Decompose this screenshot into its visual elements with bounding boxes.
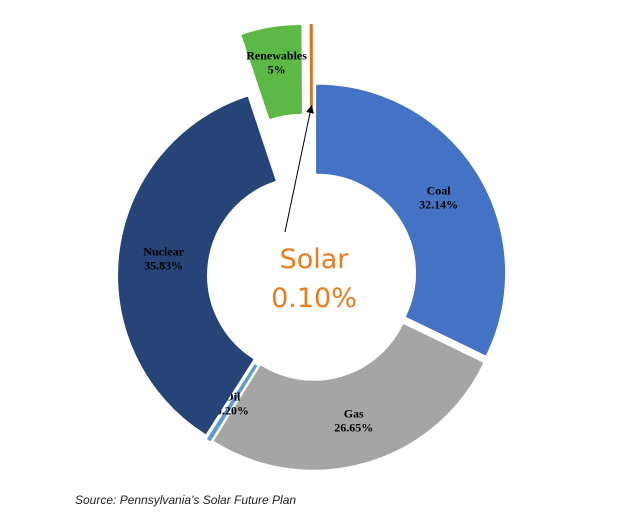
slice-label: Gas (344, 407, 364, 421)
slice-label: Nuclear (143, 245, 184, 259)
source: Source: Pennsylvania's Solar Future Plan (75, 493, 296, 507)
annotation-arrow (284, 105, 314, 233)
slice-value-label: 32.14% (419, 198, 458, 212)
slice-value-label: 26.65% (334, 421, 373, 435)
donut-slice (214, 324, 484, 470)
slice-value-label: 35.83% (144, 259, 183, 273)
donut-slice (309, 24, 313, 114)
donut-slice (241, 24, 302, 119)
donut-slice (316, 84, 506, 356)
donut-slice (207, 364, 258, 441)
slice-label: Coal (427, 184, 452, 198)
center-label: Solar (280, 244, 350, 275)
slice-value-label: 0.20% (216, 404, 249, 418)
donut-slice (118, 96, 276, 434)
center-value-label: 0.10% (271, 283, 357, 314)
slice-label: Renewables (246, 48, 307, 62)
slice-value-label: 5% (268, 62, 286, 76)
